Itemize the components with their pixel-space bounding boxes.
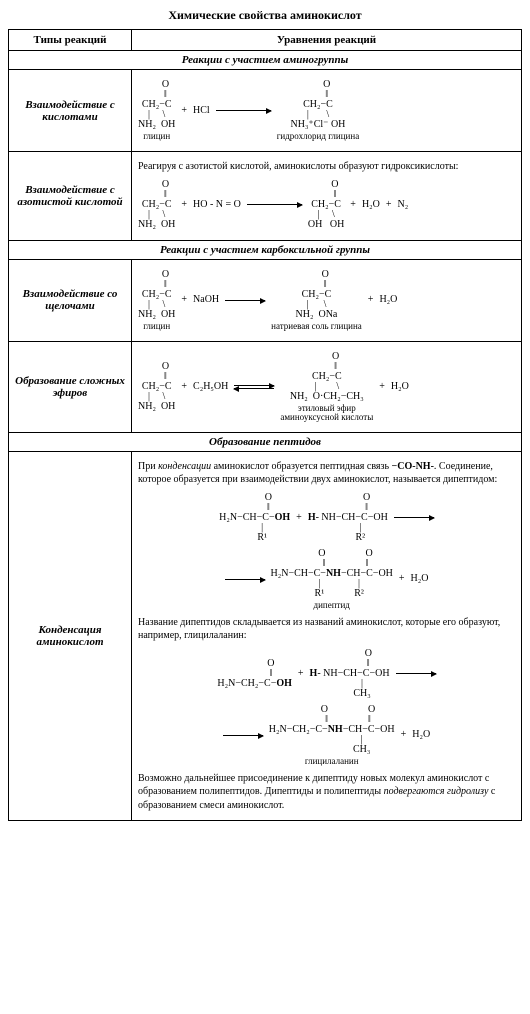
section-carboxyl: Реакции с участием карбоксильной группы <box>9 240 522 259</box>
arrow-icon <box>225 579 265 580</box>
reactions-table: Типы реакций Уравнения реакций Реакции с… <box>8 29 522 821</box>
reagent-hcl: HCl <box>193 104 210 118</box>
mol-ala: O ‖ H - NH−CH−C−OH | CH₃ <box>310 649 390 699</box>
arrow-icon <box>247 204 302 205</box>
eq-nitrous: Реагируя с азотистой кислотой, аминокисл… <box>132 152 522 241</box>
rxtype-acids: Взаимодействие с кислотами <box>9 70 132 152</box>
mol-ester: O ‖ CH₂−C | \ NH₂ O·CH₂−CH₃ этиловый эфи… <box>280 352 373 422</box>
mol-na-salt: O ‖ CH₂−C | \ NH₂ ONa натриевая соль гли… <box>271 270 362 331</box>
mol-glycine: O ‖ CH₂−C | \ NH₂ OH глицин <box>138 80 175 141</box>
arrow-icon <box>225 300 265 301</box>
mol-glyala: O O ‖ ‖ H₂N−CH₂−C−NH−CH−C−OH | CH₃ глици… <box>269 705 395 766</box>
mol-hydroxyacid: O ‖ CH₂−C | \ OH OH <box>308 180 344 230</box>
mol-aa2: O ‖ H - NH−CH−C−OH | R² <box>308 493 388 543</box>
arrow-icon <box>396 673 436 674</box>
table-row: Взаимодействие с азотистой кислотой Реаг… <box>9 152 522 241</box>
table-row: Образование сложных эфиров O ‖ CH₂−C | \… <box>9 341 522 432</box>
equilibrium-arrow-icon <box>234 385 274 389</box>
section-amino: Реакции с участием аминогруппы <box>9 51 522 70</box>
mol-aa1: O ‖ H₂N−CH−C−OH | R¹ <box>219 493 290 543</box>
section-peptide: Образование пептидов <box>9 432 522 451</box>
page-title: Химические свойства аминокислот <box>8 8 522 23</box>
rxtype-esters: Образование сложных эфиров <box>9 341 132 432</box>
table-row: Взаимодействие со щелочами O ‖ CH₂−C | \… <box>9 259 522 341</box>
rxtype-nitrous: Взаимодействие с азотистой кислотой <box>9 152 132 241</box>
mol-aminoacid: O ‖ CH₂−C | \ NH₂ OH <box>138 180 175 230</box>
mol-dipeptide: O O ‖ ‖ H₂N−CH−C−NH−CH−C−OH | | R¹ R² ди… <box>271 549 393 610</box>
reagent-hono: HO - N = O <box>193 198 241 212</box>
arrow-icon <box>216 110 271 111</box>
table-row: Взаимодействие с кислотами O ‖ CH₂−C | \… <box>9 70 522 152</box>
reagent-naoh: NaOH <box>193 293 219 307</box>
eq-alkali: O ‖ CH₂−C | \ NH₂ OH глицин + NaOH O ‖ C… <box>132 259 522 341</box>
eq-esters: O ‖ CH₂−C | \ NH₂ OH + C₂H₅OH O ‖ CH₂−C … <box>132 341 522 432</box>
table-row: Конденсация аминокислот При конденсации … <box>9 451 522 821</box>
col-header-eq: Уравнения реакций <box>132 30 522 51</box>
eq-peptide: При конденсации аминокислот образуется п… <box>132 451 522 821</box>
mol-glycine3: O ‖ CH₂−C | \ NH₂ OH <box>138 362 175 412</box>
arrow-icon <box>223 735 263 736</box>
arrow-icon <box>394 517 434 518</box>
eq-acids: O ‖ CH₂−C | \ NH₂ OH глицин + HCl O ‖ CH… <box>132 70 522 152</box>
mol-gly: O ‖ H₂N−CH₂−C−OH <box>217 659 291 689</box>
rxtype-peptide: Конденсация аминокислот <box>9 451 132 821</box>
reagent-etoh: C₂H₅OH <box>193 380 228 394</box>
col-header-types: Типы реакций <box>9 30 132 51</box>
mol-glycine2: O ‖ CH₂−C | \ NH₂ OH глицин <box>138 270 175 331</box>
mol-glycine-hcl: O ‖ CH₂−C | \ NH₃⁺Cl⁻ OH гидрохлорид гли… <box>277 80 360 141</box>
rxtype-alkali: Взаимодействие со щелочами <box>9 259 132 341</box>
